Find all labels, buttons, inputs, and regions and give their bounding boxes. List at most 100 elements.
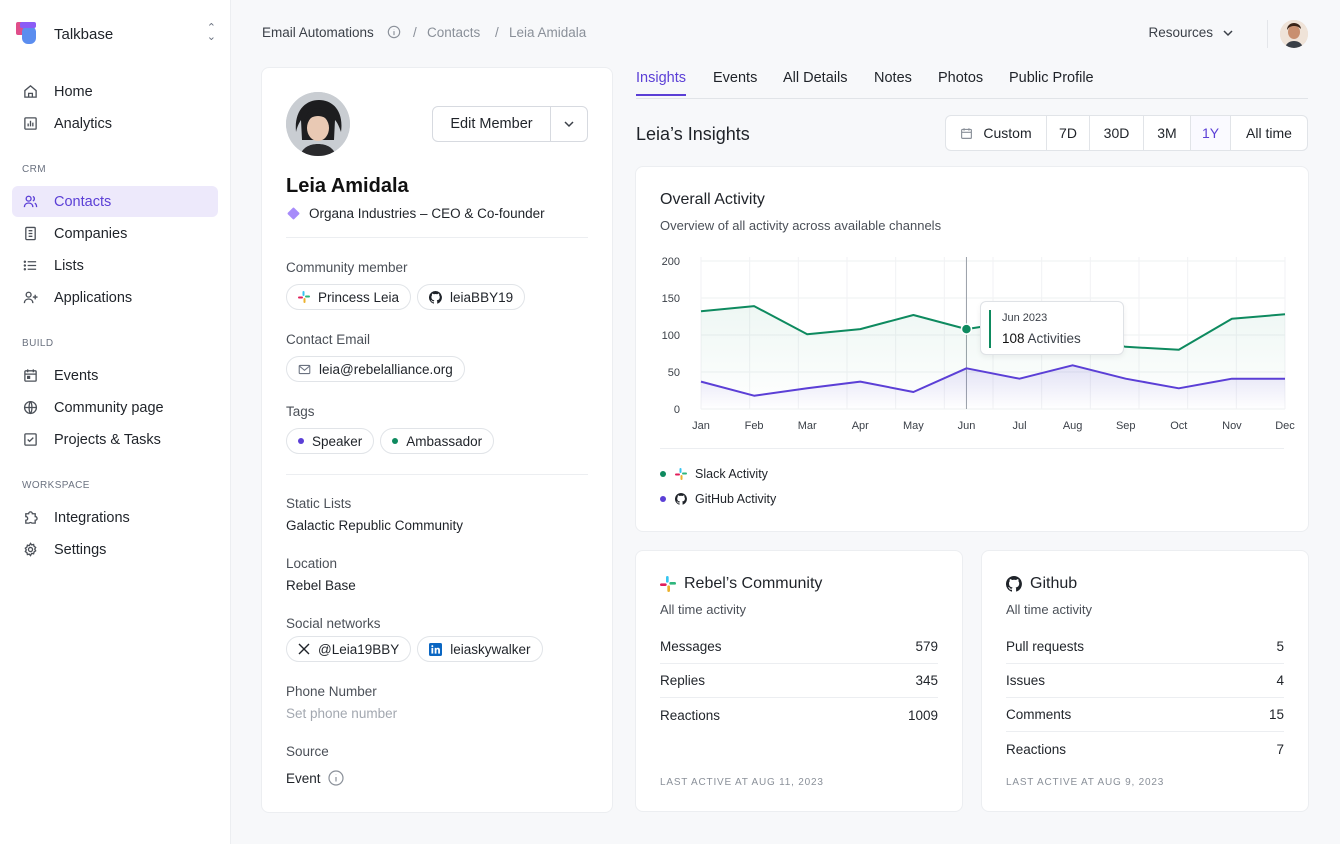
info-icon[interactable] <box>327 770 344 786</box>
sidebar-item-community-page[interactable]: Community page <box>12 392 218 423</box>
sidebar-item-contacts[interactable]: Contacts <box>12 186 218 217</box>
sidebar-item-label: Settings <box>54 541 107 558</box>
legend-label: Slack Activity <box>695 467 768 481</box>
x-tick-label: Dec <box>1275 420 1295 432</box>
sidebar-item-integrations[interactable]: Integrations <box>12 502 218 533</box>
social-chip-linkedin[interactable]: leiaskywalker <box>417 636 543 662</box>
sidebar-item-label: Community page <box>54 399 164 416</box>
chip-label: Princess Leia <box>318 289 400 305</box>
activity-chart[interactable]: 0 50 100 150 200 Jan Feb Mar Apr May Jun Jul Aug Sep O… <box>636 249 1310 439</box>
email-chip[interactable]: leia@rebelalliance.org <box>286 356 465 382</box>
sidebar-item-settings[interactable]: Settings <box>12 534 218 565</box>
chip-label: leia@rebelalliance.org <box>319 361 453 377</box>
workspace-switcher[interactable]: Talkbase ⌃ ⌄ <box>16 22 216 46</box>
series-line <box>700 364 1285 397</box>
gear-icon <box>23 542 38 557</box>
globe-icon <box>23 400 38 415</box>
chart-tooltip: Jun 2023 108 Activities <box>980 301 1124 355</box>
sidebar-item-projects-tasks[interactable]: Projects & Tasks <box>12 424 218 455</box>
x-tick-label: Oct <box>1170 420 1187 432</box>
chip-label: @Leia19BBY <box>318 641 400 657</box>
linkedin-icon <box>429 642 443 656</box>
nav-section-crm: CRM <box>22 164 46 175</box>
range-1y-button[interactable]: 1Y <box>1191 116 1231 150</box>
tooltip-month: Jun 2023 <box>1002 312 1048 324</box>
x-tick-label: Feb <box>745 420 764 432</box>
sidebar-item-companies[interactable]: Companies <box>12 218 218 249</box>
tab-events[interactable]: Events <box>713 70 758 86</box>
sidebar-item-lists[interactable]: Lists <box>12 250 218 281</box>
stat-row: Reactions 7 <box>1006 732 1284 766</box>
tooltip-count: 108 <box>1002 331 1025 346</box>
tab-public-profile[interactable]: Public Profile <box>1009 70 1094 86</box>
range-3m-button[interactable]: 3M <box>1144 116 1191 150</box>
stat-value: 579 <box>915 639 938 654</box>
checkbox-icon <box>23 432 38 447</box>
chip-label: leiaskywalker <box>450 641 531 657</box>
range-custom-button[interactable]: Custom <box>946 116 1047 150</box>
profile-tabs: Insights Events All Details Notes Photos… <box>636 68 1308 99</box>
series-area <box>701 365 1285 409</box>
range-30d-button[interactable]: 30D <box>1090 116 1144 150</box>
social-label: Social networks <box>286 616 381 631</box>
calendar-icon <box>960 127 973 140</box>
sidebar-item-label: Lists <box>54 257 84 274</box>
community-chip-slack[interactable]: Princess Leia <box>286 284 412 310</box>
x-tick-label: Jul <box>1013 420 1027 432</box>
divider <box>660 448 1284 449</box>
insights-title: Leia’s Insights <box>636 124 750 144</box>
tag-chip-speaker[interactable]: Speaker <box>286 428 375 454</box>
sidebar-item-events[interactable]: Events <box>12 360 218 391</box>
x-tick-label: Jun <box>958 420 976 432</box>
tab-notes[interactable]: Notes <box>874 70 912 86</box>
profile-card: Edit Member Leia Amidala Organa Industri… <box>261 67 613 813</box>
divider <box>286 237 588 238</box>
github-card-subtitle: All time activity <box>1006 602 1092 617</box>
resources-menu[interactable]: Resources <box>1148 25 1234 40</box>
y-tick-label: 100 <box>662 330 680 342</box>
tab-photos[interactable]: Photos <box>938 70 984 86</box>
stat-label: Issues <box>1006 673 1046 688</box>
home-icon <box>23 84 38 99</box>
card-title-text: Github <box>1030 575 1078 592</box>
divider <box>1267 20 1268 48</box>
sidebar-item-label: Projects & Tasks <box>54 431 161 448</box>
email-label: Contact Email <box>286 332 371 347</box>
tab-insights[interactable]: Insights <box>636 70 686 96</box>
community-label: Community member <box>286 260 408 275</box>
phone-input[interactable]: Set phone number <box>286 706 398 721</box>
stat-label: Reactions <box>1006 741 1067 757</box>
sidebar-item-label: Analytics <box>54 115 113 132</box>
edit-member-dropdown-button[interactable] <box>551 107 587 141</box>
mail-icon <box>298 363 311 376</box>
tag-dot <box>298 438 304 444</box>
sidebar-item-home[interactable]: Home <box>12 76 218 107</box>
tag-chip-ambassador[interactable]: Ambassador <box>380 428 495 454</box>
company-icon <box>287 207 300 220</box>
social-chips: @Leia19BBY leiaskywalker <box>286 636 543 662</box>
sidebar-item-applications[interactable]: Applications <box>12 282 218 313</box>
community-chip-github[interactable]: leiaBBY19 <box>417 284 526 310</box>
tab-all-details[interactable]: All Details <box>783 70 848 86</box>
calendar-icon <box>23 368 38 383</box>
chevron-down-icon <box>563 118 575 130</box>
breadcrumb-contacts[interactable]: Contacts <box>427 25 481 40</box>
building-icon <box>23 226 38 241</box>
user-plus-icon <box>23 290 38 305</box>
chip-label: Speaker <box>312 433 363 449</box>
static-lists-label: Static Lists <box>286 496 352 511</box>
user-avatar[interactable] <box>1280 20 1308 48</box>
github-icon <box>429 290 442 304</box>
range-all-time-button[interactable]: All time <box>1246 125 1292 141</box>
edit-member-split-button: Edit Member <box>432 106 588 142</box>
contact-name: Leia Amidala <box>286 175 409 197</box>
y-tick-label: 150 <box>662 293 680 305</box>
range-7d-button[interactable]: 7D <box>1047 116 1090 150</box>
social-chip-x[interactable]: @Leia19BBY <box>286 636 412 662</box>
edit-member-button[interactable]: Edit Member <box>433 107 551 141</box>
activity-title: Overall Activity <box>660 191 765 208</box>
sidebar-item-analytics[interactable]: Analytics <box>12 108 218 139</box>
breadcrumb-email-automations[interactable]: Email Automations <box>262 25 374 40</box>
slack-icon <box>675 468 687 480</box>
x-icon <box>298 643 310 655</box>
